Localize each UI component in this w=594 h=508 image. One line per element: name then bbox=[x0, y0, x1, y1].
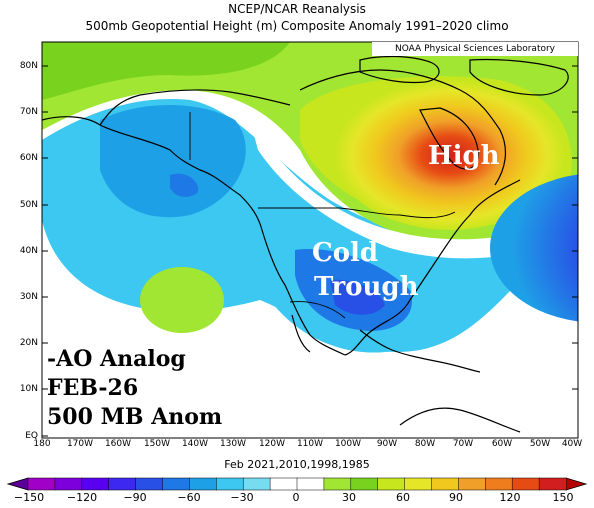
colorbar-segment bbox=[538, 477, 567, 491]
colorbar-segment bbox=[269, 477, 298, 491]
title-line-1: NCEP/NCAR Reanalysis bbox=[228, 2, 366, 16]
lat-label-20n: 20N bbox=[19, 338, 38, 348]
lon-label: 60W bbox=[491, 439, 513, 449]
colorbar-segment bbox=[511, 477, 540, 491]
level-label: 500 MB Anom bbox=[47, 404, 223, 430]
lon-label: 180 bbox=[33, 439, 51, 449]
composite-caption: Feb 2021,2010,1998,1985 bbox=[224, 458, 370, 471]
lat-label-10n: 10N bbox=[19, 384, 38, 394]
colorbar-segment bbox=[135, 477, 164, 491]
colorbar-label: 0 bbox=[292, 491, 300, 504]
colorbar-label: −90 bbox=[123, 491, 147, 504]
colorbar-label: 150 bbox=[552, 491, 574, 504]
colorbar-label: −30 bbox=[230, 491, 254, 504]
colorbar-segment bbox=[162, 477, 191, 491]
colorbar-min-arrow bbox=[6, 477, 29, 491]
lon-label: 130W bbox=[219, 439, 247, 449]
plot-frame bbox=[41, 41, 579, 439]
colorbar-segment bbox=[458, 477, 487, 491]
lon-label: 100W bbox=[334, 439, 362, 449]
lon-label: 70W bbox=[452, 439, 474, 449]
borders bbox=[189, 112, 456, 319]
lon-label: 40W bbox=[561, 439, 583, 449]
colorbar-label: −150 bbox=[13, 491, 45, 504]
lat-label-50n: 50N bbox=[19, 200, 38, 210]
date-label: FEB-26 bbox=[47, 375, 139, 401]
colorbar-segment bbox=[189, 477, 218, 491]
colorbar-segment bbox=[323, 477, 352, 491]
colorbar-segment bbox=[108, 477, 137, 491]
lon-label: 50W bbox=[529, 439, 551, 449]
colorbar-segment bbox=[431, 477, 460, 491]
colorbar-segment bbox=[81, 477, 110, 491]
lon-label: 140W bbox=[181, 439, 209, 449]
lon-label: 90W bbox=[376, 439, 398, 449]
lat-label-30n: 30N bbox=[19, 292, 38, 302]
high-label: High bbox=[428, 141, 500, 171]
lon-label: 160W bbox=[104, 439, 132, 449]
colorbar-segment bbox=[404, 477, 433, 491]
colorbar-segment bbox=[27, 477, 56, 491]
colorbar-segment bbox=[350, 477, 379, 491]
coastlines bbox=[42, 55, 569, 433]
colorbar-segment bbox=[377, 477, 406, 491]
colorbar bbox=[6, 477, 588, 491]
colorbar-label: 30 bbox=[342, 491, 356, 504]
lat-label-70n: 70N bbox=[19, 107, 38, 117]
analog-label: -AO Analog bbox=[47, 346, 186, 372]
colorbar-segment bbox=[485, 477, 513, 491]
lat-label-eq: EQ bbox=[25, 431, 38, 441]
title-line-2: 500mb Geopotential Height (m) Composite … bbox=[85, 19, 509, 33]
colorbar-segment bbox=[54, 477, 83, 491]
credit-label: NOAA Physical Sciences Laboratory bbox=[372, 42, 578, 56]
lat-label-80n: 80N bbox=[19, 61, 38, 71]
lat-label-40n: 40N bbox=[19, 246, 38, 256]
lat-label-60n: 60N bbox=[19, 153, 38, 163]
colorbar-label: −120 bbox=[66, 491, 98, 504]
colorbar-label: 120 bbox=[499, 491, 521, 504]
lat-ticks bbox=[42, 65, 578, 437]
lon-label: 80W bbox=[414, 439, 436, 449]
lon-label: 120W bbox=[258, 439, 286, 449]
colorbar-label: 60 bbox=[396, 491, 410, 504]
cold-label: Cold bbox=[312, 238, 379, 268]
lon-label: 170W bbox=[66, 439, 94, 449]
colorbar-label: −60 bbox=[177, 491, 201, 504]
anomaly-fill bbox=[42, 42, 578, 438]
colorbar-segment bbox=[216, 477, 244, 491]
lon-label: 110W bbox=[296, 439, 324, 449]
colorbar-segment bbox=[296, 477, 325, 491]
trough-label: Trough bbox=[314, 272, 419, 302]
colorbar-segment bbox=[242, 477, 271, 491]
colorbar-max-arrow bbox=[565, 477, 588, 491]
lon-label: 150W bbox=[143, 439, 171, 449]
colorbar-label: 90 bbox=[449, 491, 463, 504]
